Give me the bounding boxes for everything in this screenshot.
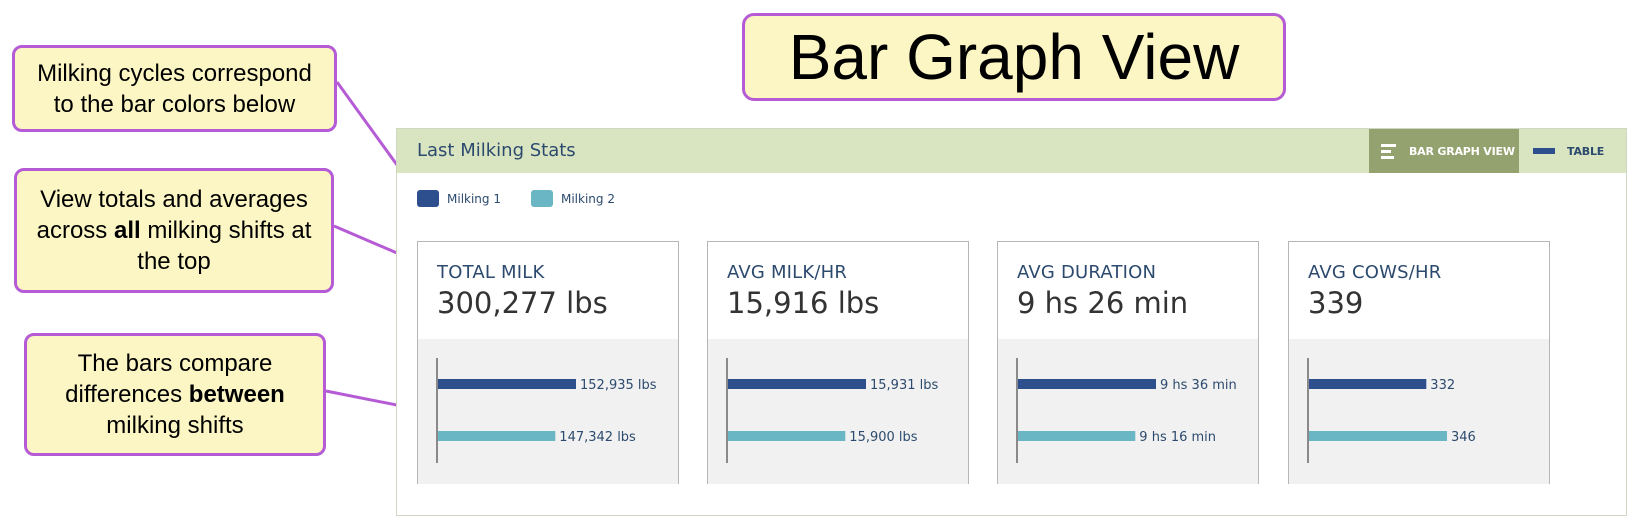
stat-bar-chart: 152,935 lbs 147,342 lbs bbox=[418, 339, 678, 484]
bar-milking-2 bbox=[1018, 431, 1136, 441]
stat-bar-chart: 15,931 lbs 15,900 lbs bbox=[708, 339, 968, 484]
legend: Milking 1 Milking 2 bbox=[417, 190, 645, 207]
stat-label: TOTAL MILK bbox=[437, 262, 545, 283]
panel-header: Last Milking Stats BAR GRAPH VIEW TABLE bbox=[397, 129, 1626, 173]
bar-milking-1 bbox=[1309, 379, 1427, 389]
callout-line: the top bbox=[137, 248, 211, 275]
stat-card-total-milk: TOTAL MILK 300,277 lbs 152,935 lbs 147,34… bbox=[417, 241, 679, 484]
callout-line: The bars compare bbox=[77, 350, 273, 377]
legend-label: Milking 1 bbox=[447, 191, 501, 206]
panel-title: Last Milking Stats bbox=[417, 140, 576, 161]
bar-value-label: 15,900 lbs bbox=[849, 430, 917, 445]
legend-label: Milking 2 bbox=[560, 191, 615, 206]
stat-value: 9 hs 26 min bbox=[1017, 286, 1189, 320]
stat-label: AVG MILK/HR bbox=[727, 262, 848, 283]
callout-line: differences between bbox=[65, 381, 285, 408]
bar-value-label: 152,935 lbs bbox=[580, 378, 657, 393]
bar-milking-1 bbox=[728, 379, 866, 389]
stat-card-avg-cows-hr: AVG COWS/HR 339 332 346 bbox=[1288, 241, 1550, 484]
stat-card-avg-milk-hr: AVG MILK/HR 15,916 lbs 15,931 lbs 15,900 … bbox=[707, 241, 969, 484]
bar-value-label: 9 hs 36 min bbox=[1160, 378, 1237, 393]
bar-value-label: 9 hs 16 min bbox=[1139, 430, 1216, 445]
callout-line: Milking cycles correspond bbox=[37, 59, 312, 87]
stat-bar-chart: 9 hs 36 min 9 hs 16 min bbox=[998, 339, 1258, 484]
callout-milking-cycles: Milking cycles correspond to the bar col… bbox=[12, 45, 337, 132]
bar-milking-2 bbox=[1309, 431, 1447, 441]
stat-card-avg-duration: AVG DURATION 9 hs 26 min 9 hs 36 min 9 hs… bbox=[997, 241, 1259, 484]
bar-milking-1 bbox=[1018, 379, 1156, 389]
bar-graph-icon bbox=[1381, 143, 1397, 159]
bar-milking-2 bbox=[728, 431, 846, 441]
legend-swatch bbox=[417, 190, 439, 207]
bar-chart-svg: 332 346 bbox=[1307, 358, 1476, 463]
bar-milking-2 bbox=[438, 431, 556, 441]
bar-value-label: 147,342 lbs bbox=[559, 430, 636, 445]
table-view-button[interactable]: TABLE bbox=[1519, 129, 1627, 173]
stat-bar-chart: 332 346 bbox=[1289, 339, 1549, 484]
bar-milking-1 bbox=[438, 379, 576, 389]
table-view-label: TABLE bbox=[1567, 144, 1605, 158]
bar-value-label: 346 bbox=[1451, 430, 1476, 445]
stat-label: AVG DURATION bbox=[1017, 262, 1157, 283]
bar-chart-svg: 15,931 lbs 15,900 lbs bbox=[726, 358, 938, 463]
callout-line: across all milking shifts at bbox=[36, 217, 312, 244]
bar-chart-svg: 9 hs 36 min 9 hs 16 min bbox=[1016, 358, 1237, 463]
legend-item-milking-2: Milking 2 bbox=[530, 190, 615, 207]
legend-item-milking-1: Milking 1 bbox=[417, 190, 501, 207]
stat-value: 15,916 lbs bbox=[727, 286, 880, 320]
last-milking-stats-panel: Last Milking Stats BAR GRAPH VIEW TABLE … bbox=[396, 128, 1627, 516]
stat-label: AVG COWS/HR bbox=[1308, 262, 1442, 283]
table-icon bbox=[1533, 148, 1555, 154]
stat-value: 339 bbox=[1308, 286, 1364, 320]
page-title: Bar Graph View bbox=[742, 13, 1286, 101]
legend-swatch bbox=[530, 190, 553, 207]
stat-value: 300,277 lbs bbox=[437, 286, 608, 320]
callout-line: to the bar colors below bbox=[53, 90, 296, 118]
bar-value-label: 15,931 lbs bbox=[870, 378, 938, 393]
bar-chart-svg: 152,935 lbs 147,342 lbs bbox=[436, 358, 657, 463]
callout-bars: The bars compare differences between mil… bbox=[24, 333, 326, 456]
callout-line: View totals and averages bbox=[40, 186, 308, 213]
bar-graph-view-button[interactable]: BAR GRAPH VIEW bbox=[1369, 129, 1519, 173]
callout-line: milking shifts bbox=[106, 412, 244, 439]
bar-value-label: 332 bbox=[1430, 378, 1455, 393]
callout-totals: View totals and averages across all milk… bbox=[14, 168, 334, 293]
bar-graph-view-label: BAR GRAPH VIEW bbox=[1409, 144, 1515, 158]
